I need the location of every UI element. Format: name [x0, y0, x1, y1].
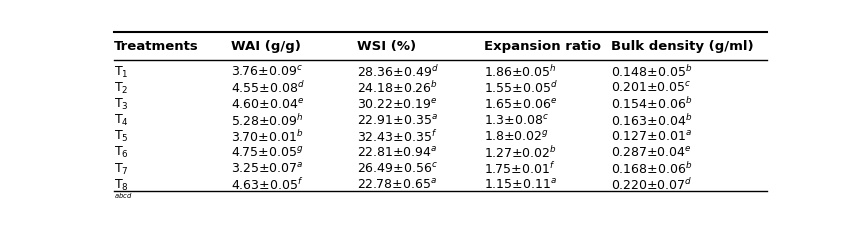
Text: 1.15±0.11$^a$: 1.15±0.11$^a$ [484, 178, 557, 191]
Text: 22.91±0.35$^a$: 22.91±0.35$^a$ [358, 113, 439, 127]
Text: 0.148±0.05$^b$: 0.148±0.05$^b$ [611, 64, 692, 80]
Text: Bulk density (g/ml): Bulk density (g/ml) [611, 40, 753, 53]
Text: T$_5$: T$_5$ [114, 129, 129, 144]
Text: 1.86±0.05$^h$: 1.86±0.05$^h$ [484, 64, 557, 80]
Text: 4.63±0.05$^f$: 4.63±0.05$^f$ [230, 176, 304, 192]
Text: 4.55±0.08$^d$: 4.55±0.08$^d$ [230, 80, 304, 96]
Text: T$_3$: T$_3$ [114, 96, 129, 111]
Text: Treatments: Treatments [114, 40, 199, 53]
Text: 0.220±0.07$^d$: 0.220±0.07$^d$ [611, 176, 692, 192]
Text: 22.81±0.94$^a$: 22.81±0.94$^a$ [358, 145, 438, 159]
Text: WAI (g/g): WAI (g/g) [230, 40, 301, 53]
Text: 22.78±0.65$^a$: 22.78±0.65$^a$ [358, 178, 438, 191]
Text: T$_1$: T$_1$ [114, 64, 129, 79]
Text: 0.154±0.06$^b$: 0.154±0.06$^b$ [611, 96, 692, 112]
Text: 32.43±0.35$^f$: 32.43±0.35$^f$ [358, 128, 438, 144]
Text: 24.18±0.26$^b$: 24.18±0.26$^b$ [358, 80, 438, 96]
Text: 0.201±0.05$^c$: 0.201±0.05$^c$ [611, 81, 691, 95]
Text: 28.36±0.49$^d$: 28.36±0.49$^d$ [358, 64, 439, 80]
Text: 0.163±0.04$^b$: 0.163±0.04$^b$ [611, 112, 692, 128]
Text: 3.25±0.07$^a$: 3.25±0.07$^a$ [230, 161, 304, 175]
Text: T$_7$: T$_7$ [114, 161, 129, 176]
Text: 0.127±0.01$^a$: 0.127±0.01$^a$ [611, 129, 691, 143]
Text: 1.3±0.08$^c$: 1.3±0.08$^c$ [484, 113, 549, 127]
Text: T$_6$: T$_6$ [114, 145, 129, 160]
Text: T$_8$: T$_8$ [114, 177, 129, 192]
Text: 26.49±0.56$^c$: 26.49±0.56$^c$ [358, 161, 439, 175]
Text: 3.70±0.01$^b$: 3.70±0.01$^b$ [230, 128, 304, 144]
Text: 30.22±0.19$^e$: 30.22±0.19$^e$ [358, 97, 438, 111]
Text: $^{abcd}$: $^{abcd}$ [114, 193, 132, 203]
Text: Expansion ratio: Expansion ratio [484, 40, 601, 53]
Text: 4.60±0.04$^e$: 4.60±0.04$^e$ [230, 97, 304, 111]
Text: 0.168±0.06$^b$: 0.168±0.06$^b$ [611, 160, 692, 176]
Text: T$_2$: T$_2$ [114, 80, 128, 95]
Text: 1.8±0.02$^g$: 1.8±0.02$^g$ [484, 129, 550, 143]
Text: 1.65±0.06$^e$: 1.65±0.06$^e$ [484, 97, 557, 111]
Text: T$_4$: T$_4$ [114, 113, 129, 128]
Text: 4.75±0.05$^g$: 4.75±0.05$^g$ [230, 145, 304, 159]
Text: 3.76±0.09$^c$: 3.76±0.09$^c$ [230, 65, 303, 79]
Text: WSI (%): WSI (%) [358, 40, 416, 53]
Text: 0.287±0.04$^e$: 0.287±0.04$^e$ [611, 145, 691, 159]
Text: 1.55±0.05$^d$: 1.55±0.05$^d$ [484, 80, 558, 96]
Text: 5.28±0.09$^h$: 5.28±0.09$^h$ [230, 112, 304, 128]
Text: 1.75±0.01$^f$: 1.75±0.01$^f$ [484, 160, 556, 176]
Text: 1.27±0.02$^b$: 1.27±0.02$^b$ [484, 144, 556, 160]
